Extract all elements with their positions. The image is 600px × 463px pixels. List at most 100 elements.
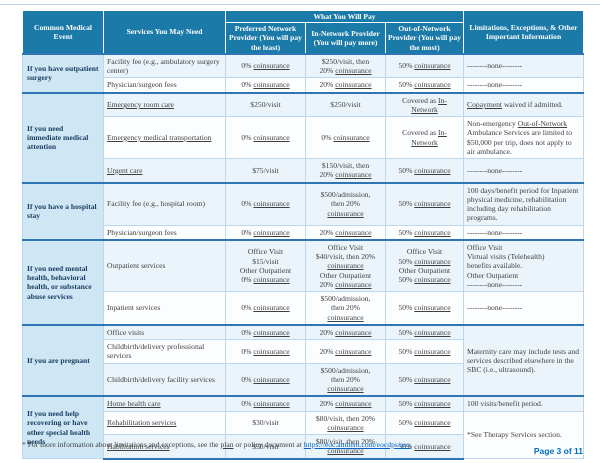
glossary-link[interactable]: coinsurance bbox=[335, 227, 372, 237]
glossary-link[interactable]: coinsurance bbox=[335, 66, 372, 75]
glossary-link[interactable]: In-Network bbox=[411, 95, 447, 114]
payment-cell-preferred: 0% coinsurance bbox=[225, 362, 306, 397]
glossary-link[interactable]: Urgent care bbox=[107, 165, 143, 175]
glossary-link[interactable]: coinsurance bbox=[327, 384, 364, 393]
limitations-cell: Maternity care may include tests and ser… bbox=[463, 323, 585, 397]
event-cell: If you need mental health, behavioral he… bbox=[22, 238, 104, 326]
payment-cell-out-of-network: Covered as In-Network bbox=[384, 116, 465, 159]
glossary-link[interactable]: coinsurance bbox=[327, 208, 364, 218]
payment-cell-in-network: 20% coinsurance bbox=[305, 395, 386, 412]
glossary-link[interactable]: coinsurance bbox=[253, 61, 290, 71]
glossary-link[interactable]: coinsurance bbox=[414, 61, 451, 71]
service-cell: Facility fee (e.g., hospital room) bbox=[103, 181, 226, 226]
glossary-link[interactable]: coinsurance bbox=[253, 327, 290, 337]
payment-cell-out-of-network: 50% coinsurance bbox=[384, 410, 465, 435]
limitations-cell: --------none-------- bbox=[463, 52, 585, 79]
payment-cell-out-of-network: 50% coinsurance bbox=[384, 434, 465, 460]
glossary-link[interactable]: coinsurance bbox=[414, 327, 451, 337]
event-cell: If you need help recovering or have othe… bbox=[22, 395, 104, 460]
payment-cell-preferred: $250/visit bbox=[225, 91, 306, 117]
payment-cell-preferred: 0% coinsurance bbox=[225, 116, 306, 159]
event-cell: If you are pregnant bbox=[22, 323, 104, 397]
payment-cell-preferred: 0% coinsurance bbox=[225, 339, 306, 364]
glossary-link[interactable]: coinsurance bbox=[253, 303, 290, 313]
service-cell: Emergency room care bbox=[103, 91, 226, 117]
payment-cell-in-network: 0% coinsurance bbox=[305, 116, 386, 159]
glossary-link[interactable]: coinsurance bbox=[253, 346, 290, 356]
payment-cell-preferred: 0% coinsurance bbox=[225, 323, 306, 340]
payment-cell-in-network: $80/visit, then 20% coinsurance bbox=[305, 410, 386, 435]
glossary-link[interactable]: Emergency medical transportation bbox=[107, 132, 212, 142]
table-row: Habilitation services $30/visit $80/visit,… bbox=[23, 434, 584, 460]
table-row: Physician/surgeon fees 0% coinsurance 20% … bbox=[23, 77, 585, 93]
table-row: If you have a hospital stay Facility fee … bbox=[22, 181, 585, 241]
glossary-link[interactable]: coinsurance bbox=[253, 80, 290, 90]
payment-cell-in-network: 20% coinsurance bbox=[305, 323, 386, 340]
service-cell: Home health care bbox=[103, 395, 226, 412]
table-row: Inpatient services 0% coinsurance $500/adm… bbox=[23, 290, 585, 326]
glossary-link[interactable]: coinsurance bbox=[335, 399, 372, 409]
glossary-link[interactable]: In-Network bbox=[411, 128, 447, 147]
footnote: * For more information about limitations… bbox=[22, 440, 412, 449]
glossary-link[interactable]: coinsurance bbox=[414, 199, 451, 209]
glossary-link[interactable]: coinsurance bbox=[253, 227, 290, 237]
header-limitations-exceptions: Limitations, Exceptions, & Other Importa… bbox=[463, 9, 585, 55]
limitations-cell: 100 visits/benefit period. bbox=[463, 395, 585, 412]
glossary-link[interactable]: coinsurance bbox=[414, 418, 451, 428]
policy-url-link[interactable]: https://eoc.anthem.com/eocdps/aso bbox=[303, 440, 411, 449]
glossary-link[interactable]: coinsurance bbox=[327, 312, 364, 322]
glossary-link[interactable]: coinsurance bbox=[253, 399, 290, 409]
limitations-cell: Non-emergency Out-of-Network Ambulance S… bbox=[463, 116, 585, 159]
glossary-link[interactable]: coinsurance bbox=[335, 170, 372, 180]
table-row: Emergency medical transportation 0% coins… bbox=[23, 116, 585, 159]
glossary-link[interactable]: coinsurance bbox=[414, 256, 451, 266]
service-cell: Outpatient services bbox=[103, 238, 226, 292]
glossary-link[interactable]: coinsurance bbox=[335, 279, 372, 289]
glossary-link[interactable]: coinsurance bbox=[335, 80, 372, 90]
glossary-link[interactable]: Home health care bbox=[107, 399, 161, 409]
glossary-link[interactable]: coinsurance bbox=[335, 346, 372, 356]
header-what-you-will-pay: What You Will Pay bbox=[224, 10, 465, 23]
payment-cell-in-network: $500/admission, then 20% coinsurance bbox=[305, 290, 386, 326]
glossary-link[interactable]: coinsurance bbox=[414, 275, 451, 285]
glossary-link[interactable]: coinsurance bbox=[414, 303, 451, 313]
table-body: If you have outpatient surgery Facility f… bbox=[22, 52, 585, 460]
glossary-link[interactable]: coinsurance bbox=[333, 132, 370, 142]
glossary-link[interactable]: coinsurance bbox=[414, 374, 451, 384]
glossary-link[interactable]: coinsurance bbox=[253, 374, 290, 384]
glossary-link[interactable]: Out-of-Network bbox=[517, 119, 568, 128]
payment-cell-in-network: 20% coinsurance bbox=[305, 339, 386, 364]
glossary-link[interactable]: Rehabilitation services bbox=[107, 418, 177, 428]
payment-cell-in-network: 20% coinsurance bbox=[305, 77, 386, 93]
glossary-link[interactable]: coinsurance bbox=[414, 80, 451, 90]
table-row: Childbirth/delivery professional service… bbox=[23, 339, 584, 364]
service-cell: Urgent care bbox=[103, 158, 226, 183]
glossary-link[interactable]: coinsurance bbox=[414, 441, 451, 451]
payment-cell-preferred: $30/visit bbox=[225, 410, 306, 435]
limitations-cell: Copayment waived if admitted. bbox=[463, 91, 585, 117]
glossary-link[interactable]: Habilitation services bbox=[107, 441, 170, 451]
glossary-link[interactable]: coinsurance bbox=[253, 199, 290, 209]
glossary-link[interactable]: coinsurance bbox=[414, 227, 451, 237]
glossary-link[interactable]: coinsurance bbox=[414, 346, 451, 356]
glossary-link[interactable]: coinsurance bbox=[253, 132, 290, 142]
glossary-link[interactable]: plan bbox=[220, 440, 234, 449]
glossary-link[interactable]: coinsurance bbox=[327, 422, 364, 432]
payment-cell-in-network: $80/visit, then 20% coinsurance bbox=[305, 434, 386, 460]
payment-cell-out-of-network: 50% coinsurance bbox=[384, 181, 465, 226]
glossary-link[interactable]: coinsurance bbox=[414, 165, 451, 175]
glossary-link[interactable]: coinsurance bbox=[327, 261, 364, 271]
glossary-link[interactable]: coinsurance bbox=[414, 399, 451, 409]
service-cell: Childbirth/delivery professional service… bbox=[103, 339, 226, 364]
glossary-link[interactable]: coinsurance bbox=[335, 327, 372, 337]
payment-cell-preferred: 0% coinsurance bbox=[225, 224, 306, 241]
glossary-link[interactable]: coinsurance bbox=[327, 446, 364, 456]
payment-cell-out-of-network: 50% coinsurance bbox=[384, 158, 465, 183]
payment-cell-out-of-network: 50% coinsurance bbox=[384, 339, 465, 364]
header-in-network-provider: In-Network Provider (You will pay more) bbox=[305, 21, 386, 55]
payment-cell-out-of-network: Office Visit 50% coinsurance Other Outpati… bbox=[384, 238, 465, 292]
glossary-link[interactable]: Copayment bbox=[467, 100, 503, 110]
glossary-link[interactable]: Emergency room care bbox=[107, 100, 174, 110]
glossary-link[interactable]: coinsurance bbox=[253, 275, 290, 285]
payment-cell-out-of-network: 50% coinsurance bbox=[384, 323, 465, 340]
